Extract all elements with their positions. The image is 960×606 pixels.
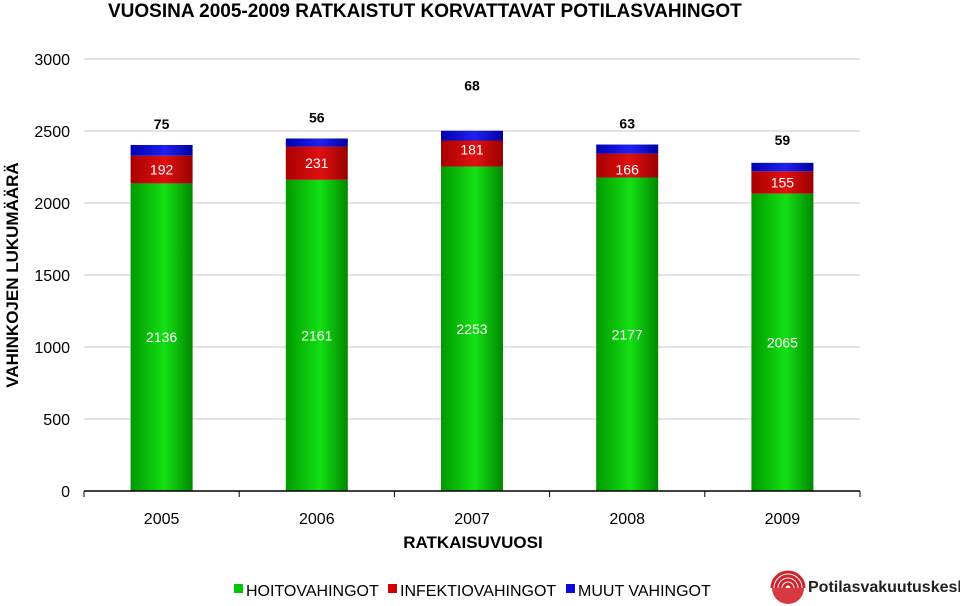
x-tick-label: 2005 [144,511,180,528]
data-label: 155 [771,174,795,190]
bar-segment-infektiovahingot [751,171,814,194]
bar-segment-infektiovahingot [130,155,193,184]
bar-segment-infektiovahingot [285,146,348,180]
data-label: 231 [305,155,329,171]
legend-label: INFEKTIOVAHINGOT [400,583,556,600]
data-label: 68 [464,78,480,94]
bar-segment-hoitovahingot [130,183,193,491]
bar-segment-hoitovahingot [285,179,348,492]
bar-segment-hoitovahingot [441,166,503,491]
bar-segment-hoitovahingot [596,177,659,491]
y-tick-label: 2500 [34,124,70,141]
data-label: 56 [309,109,325,125]
bar-segment-muut vahingot [285,138,348,147]
data-label: 2177 [612,326,643,342]
y-tick-label: 2000 [34,196,70,213]
bar-segment-muut vahingot [596,144,659,154]
bar-segment-hoitovahingot [751,193,814,491]
data-label: 2136 [146,329,177,345]
bars: 2136 192 75 2161 231 56 2253 181 68 2177 166 63 2065… [130,78,814,492]
bar-segment-muut vahingot [441,130,503,141]
data-label: 2253 [456,321,487,337]
data-label: 75 [154,116,170,132]
y-axis-ticks: 0 500 1000 1500 2000 2500 3000 [34,52,70,501]
bar-segment-infektiovahingot [441,140,503,167]
data-label: 2065 [767,334,798,350]
x-tick-label: 2006 [299,511,335,528]
y-tick-label: 1000 [34,340,70,357]
y-tick-label: 500 [43,412,70,429]
x-axis: 2005 2006 2007 2008 2009 [83,490,861,528]
legend-label: HOITOVAHINGOT [246,583,379,600]
x-tick-label: 2008 [609,511,645,528]
y-axis-title: VAHINKOJEN LUKUMÄÄRÄ [3,162,22,387]
legend-swatch [234,584,243,593]
x-tick-label: 2007 [454,511,490,528]
y-tick-label: 1500 [34,268,70,285]
legend-swatch [388,584,397,593]
data-label: 181 [460,142,484,158]
data-label: 59 [775,132,791,148]
data-label: 63 [619,116,635,132]
bar-segment-infektiovahingot [596,153,659,178]
x-axis-title: RATKAISUVUOSI [403,533,542,552]
chart-title: VUOSINA 2005-2009 RATKAISTUT KORVATTAVAT… [108,1,742,22]
logo-mark-icon [770,570,806,604]
y-tick-label: 0 [61,484,70,501]
bar-segment-muut vahingot [130,144,193,156]
data-label: 166 [616,162,640,178]
bar-segment-muut vahingot [751,162,814,172]
legend: HOITOVAHINGOT INFEKTIOVAHINGOT MUUT VAHING… [234,583,711,600]
data-label: 2161 [301,327,332,343]
legend-swatch [566,584,575,593]
y-tick-label: 3000 [34,52,70,69]
legend-label: MUUT VAHINGOT [578,583,711,600]
logo: Potilasvakuutuskeskus [770,570,960,604]
x-tick-label: 2009 [765,511,801,528]
logo-text: Potilasvakuutuskeskus [808,579,960,596]
data-label: 192 [150,162,174,178]
